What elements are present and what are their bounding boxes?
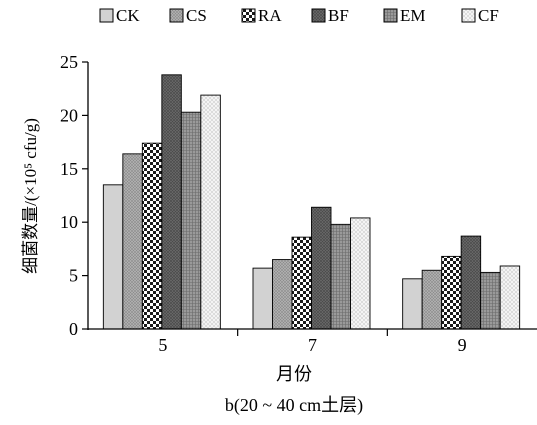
x-tick-label-9: 9 xyxy=(458,335,467,355)
bar-cf-5 xyxy=(200,94,221,330)
y-tick-label-5: 5 xyxy=(69,266,78,286)
bar-ck-7 xyxy=(252,267,273,330)
bar-bf-7 xyxy=(311,206,332,330)
bar-cf-7 xyxy=(350,217,371,330)
bar-ck-9 xyxy=(402,278,423,330)
y-tick-label-20: 20 xyxy=(60,105,78,125)
y-tick-label-15: 15 xyxy=(60,159,78,179)
y-tick-label-0: 0 xyxy=(69,319,78,339)
bar-cs-5 xyxy=(122,153,143,330)
legend-label-cs: CS xyxy=(186,6,207,25)
legend-label-bf: BF xyxy=(328,6,349,25)
legend: CK CS RA BF EM CF xyxy=(99,6,499,25)
legend-swatch-cf xyxy=(461,8,476,23)
legend-label-em: EM xyxy=(400,6,426,25)
bar-bf-9 xyxy=(460,235,482,330)
figure-caption: b(20 ~ 40 cm土层) xyxy=(225,395,363,416)
x-axis-label: 月份 xyxy=(276,364,312,384)
bar-em-9 xyxy=(480,271,501,330)
legend-swatch-cs xyxy=(169,8,184,23)
y-tick-label-10: 10 xyxy=(60,212,78,232)
bar-em-7 xyxy=(330,223,351,330)
legend-label-ck: CK xyxy=(116,6,140,25)
bar-ck-5 xyxy=(102,184,124,330)
legend-label-cf: CF xyxy=(478,6,499,25)
legend-swatch-bf xyxy=(311,8,326,23)
plot-area: 0 5 10 15 20 25 5 7 9 xyxy=(60,52,537,355)
x-tick-label-5: 5 xyxy=(158,335,167,355)
x-tick-label-7: 7 xyxy=(308,335,317,355)
bar-bf-5 xyxy=(161,74,182,330)
bar-em-5 xyxy=(180,111,202,330)
legend-swatch-em xyxy=(383,8,398,23)
legend-swatch-ra xyxy=(241,8,256,23)
bar-cs-7 xyxy=(272,259,293,330)
bar-ra-5 xyxy=(141,142,163,330)
bar-cf-9 xyxy=(499,265,521,330)
legend-label-ra: RA xyxy=(258,6,282,25)
y-axis-label: 细菌数量/(×10⁵ cfu/g) xyxy=(21,118,40,274)
bar-ra-7 xyxy=(291,236,312,330)
bar-cs-9 xyxy=(421,269,443,330)
legend-swatch-ck xyxy=(99,8,114,23)
y-tick-label-25: 25 xyxy=(60,52,78,72)
bar-ra-9 xyxy=(441,255,462,330)
